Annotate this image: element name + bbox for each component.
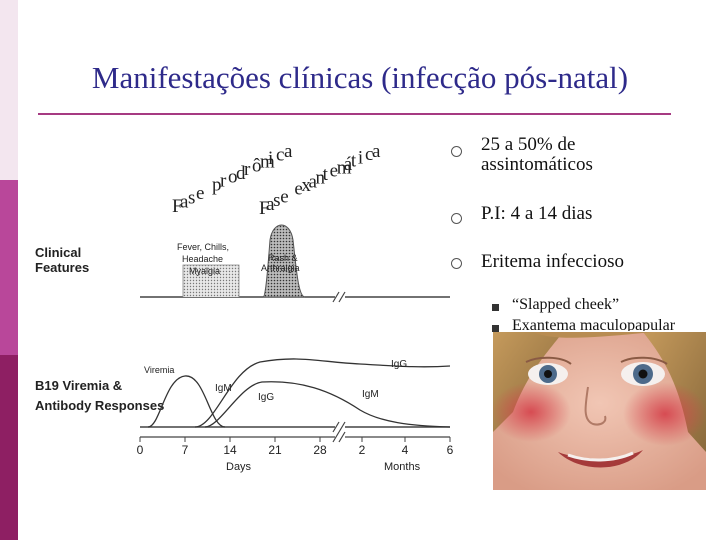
- x-axis-months-label: Months: [384, 461, 421, 473]
- bullet-2: P.I: 4 a 14 dias: [481, 203, 593, 224]
- axis-break-mark: [332, 291, 346, 303]
- bullet-marker-3: [451, 258, 462, 269]
- peak-label-fever-2: Headache: [182, 254, 223, 264]
- sub-bullet-2: Exantema maculopapular: [512, 317, 676, 331]
- peak-label-fever-3: Myalgia: [189, 266, 220, 276]
- igm-curve: [204, 381, 451, 428]
- x-tick-label: 7: [182, 443, 189, 457]
- x-tick-label: 2: [359, 443, 366, 457]
- bullet-marker-1: [451, 146, 462, 157]
- x-tick-label: 4: [402, 443, 409, 457]
- bullet-1: 25 a 50% de assintomáticos: [481, 135, 593, 175]
- sidebar-band-bottom: [0, 355, 18, 540]
- curve-label-igg-2: IgG: [391, 359, 407, 370]
- sidebar-band-middle: [0, 180, 18, 355]
- bullet-1-line2: assintomáticos: [481, 154, 593, 175]
- x-tick-label: 6: [447, 443, 454, 457]
- row-label-clinical-1: Clinical: [35, 245, 81, 260]
- curve-label-viremia: Viremia: [144, 365, 174, 375]
- x-axis-ticks: 0 7 14 21 28 2 4 6: [137, 437, 454, 457]
- x-tick-label: 21: [268, 443, 282, 457]
- bullet-3: Eritema infeccioso: [481, 251, 624, 272]
- igg-curve: [194, 358, 451, 428]
- sidebar-band-top: [0, 0, 18, 180]
- x-tick-label: 28: [313, 443, 327, 457]
- row-label-viremia-2: Antibody Responses: [35, 398, 164, 413]
- rash-symptom-peak: [262, 224, 306, 298]
- x-tick-label: 14: [223, 443, 237, 457]
- row-label-clinical-2: Features: [35, 260, 89, 275]
- phase-label-exanthematic: Fase exantemática: [259, 141, 381, 219]
- peak-label-rash-1: Rash &: [268, 253, 298, 263]
- slapped-cheek-photo: [493, 332, 706, 490]
- slide-title: Manifestações clínicas (infecção pós-nat…: [91, 60, 629, 95]
- peak-label-fever-1: Fever, Chills,: [177, 242, 229, 252]
- phase-label-prodromic: Fase prodrômi ca: [172, 141, 293, 217]
- curve-label-igg-1: IgG: [258, 392, 274, 403]
- bullet-marker-2: [451, 213, 462, 224]
- curve-label-igm-2: IgM: [362, 389, 379, 400]
- peak-label-rash-2: Arthralgia: [261, 263, 300, 273]
- bullet-1-line1: 25 a 50% de: [481, 134, 576, 155]
- row-label-viremia-1: B19 Viremia &: [35, 378, 122, 393]
- viremia-curve: [147, 375, 226, 428]
- x-axis-days-label: Days: [226, 461, 252, 473]
- x-tick-label: 0: [137, 443, 144, 457]
- sub-bullet-1: “Slapped cheek”: [512, 296, 620, 313]
- curve-label-igm-1: IgM: [215, 383, 232, 394]
- sub-bullet-marker-1: [492, 304, 499, 311]
- sub-bullet-marker-2: [492, 325, 499, 332]
- sidebar-decoration: [0, 0, 18, 540]
- title-divider: [38, 113, 671, 115]
- prodromic-symptom-block: [183, 265, 239, 297]
